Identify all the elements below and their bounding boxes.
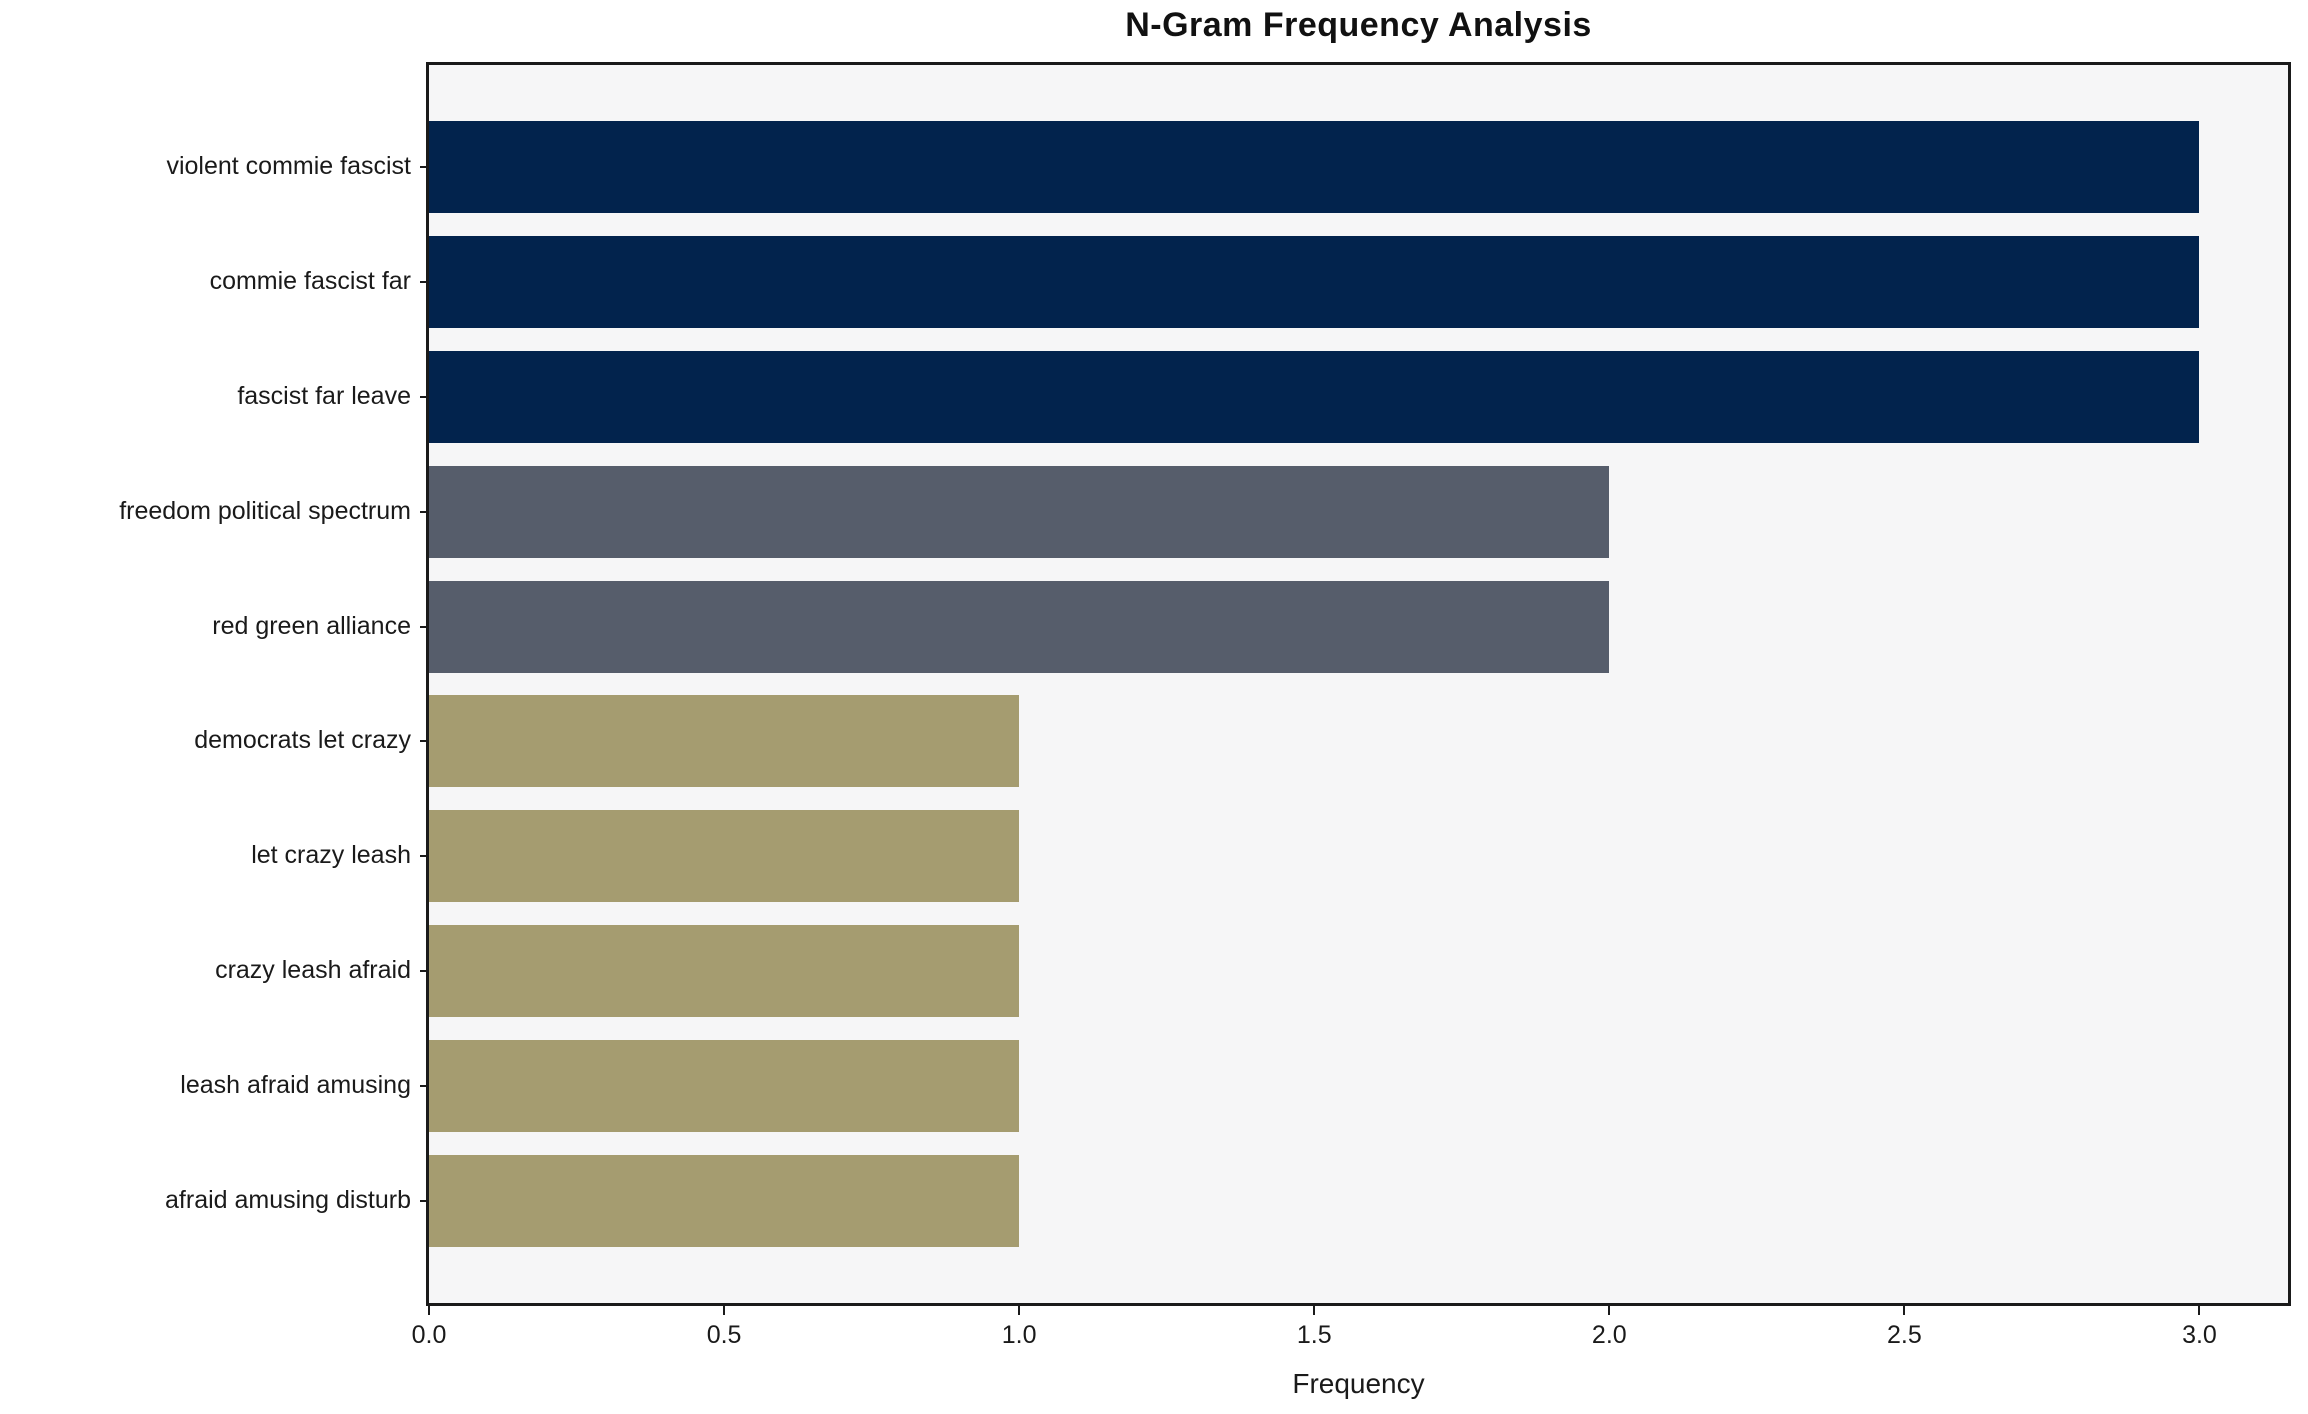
y-tick-mark: [420, 281, 429, 284]
bar: [429, 580, 1610, 673]
chart-title: N-Gram Frequency Analysis: [1125, 6, 1592, 44]
x-tick-label: 2.5: [1887, 1321, 1922, 1349]
x-tick-label: 2.0: [1591, 1321, 1627, 1349]
x-tick-mark: [2198, 1306, 2201, 1315]
y-tick-label: afraid amusing disturb: [165, 1185, 411, 1214]
bar: [429, 121, 2200, 214]
plot-area: [426, 62, 2291, 1306]
y-tick-label: leash afraid amusing: [180, 1070, 411, 1099]
bar: [429, 925, 1020, 1018]
x-tick-label: 3.0: [2182, 1321, 2217, 1349]
x-tick-mark: [723, 1306, 726, 1315]
y-tick-label: crazy leash afraid: [215, 956, 411, 985]
y-tick-mark: [420, 1084, 429, 1087]
bar: [429, 1040, 1020, 1132]
y-tick-mark: [420, 1199, 429, 1202]
y-tick-label: democrats let crazy: [194, 726, 411, 755]
y-tick-mark: [420, 510, 429, 513]
y-tick-mark: [420, 166, 429, 169]
y-tick-label: red green alliance: [212, 611, 411, 640]
x-tick-label: 1.0: [1001, 1321, 1037, 1349]
x-tick-label: 0.5: [706, 1321, 742, 1349]
bar: [429, 810, 1020, 903]
y-tick-mark: [420, 855, 429, 858]
bar: [429, 695, 1020, 788]
y-tick-label: violent commie fascist: [166, 152, 411, 181]
y-tick-label: freedom political spectrum: [119, 496, 411, 525]
bar: [429, 350, 2200, 443]
x-axis-title: Frequency: [1292, 1368, 1425, 1399]
x-tick-mark: [1903, 1306, 1906, 1315]
y-tick-label: fascist far leave: [237, 381, 411, 410]
bar: [429, 1154, 1020, 1247]
y-tick-mark: [420, 625, 429, 628]
x-tick-mark: [1313, 1306, 1316, 1315]
bar: [429, 236, 2200, 328]
y-tick-mark: [420, 740, 429, 743]
x-tick-label: 1.5: [1296, 1321, 1332, 1349]
x-tick-mark: [428, 1306, 430, 1315]
y-tick-mark: [420, 970, 429, 973]
x-tick-label: 0.0: [411, 1321, 447, 1349]
bar: [429, 465, 1610, 558]
x-tick-mark: [1018, 1306, 1021, 1315]
y-tick-mark: [420, 395, 429, 398]
x-tick-mark: [1608, 1306, 1611, 1315]
y-tick-label: let crazy leash: [251, 841, 411, 870]
y-tick-label: commie fascist far: [209, 267, 411, 296]
